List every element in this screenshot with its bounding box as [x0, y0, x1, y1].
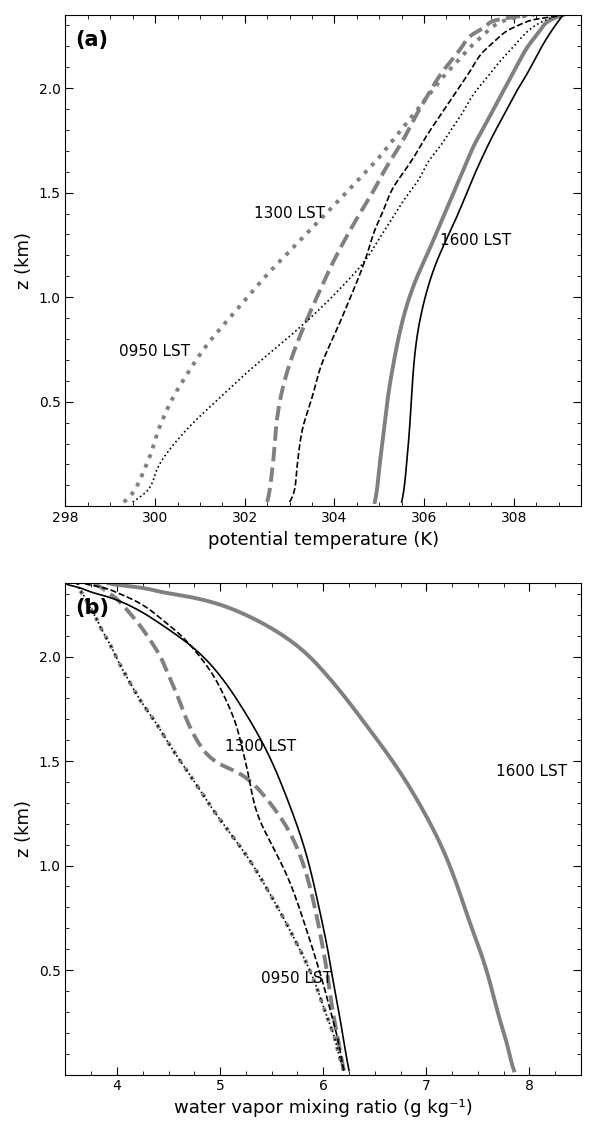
X-axis label: potential temperature (K): potential temperature (K) [207, 531, 439, 549]
Text: 0950 LST: 0950 LST [119, 344, 190, 359]
X-axis label: water vapor mixing ratio (g kg⁻¹): water vapor mixing ratio (g kg⁻¹) [174, 1099, 473, 1117]
Text: 1300 LST: 1300 LST [254, 206, 325, 221]
Text: (a): (a) [76, 29, 108, 50]
Text: 1600 LST: 1600 LST [496, 764, 567, 779]
Text: 0950 LST: 0950 LST [261, 970, 333, 986]
Y-axis label: z (km): z (km) [15, 800, 33, 857]
Text: 1600 LST: 1600 LST [440, 233, 511, 248]
Y-axis label: z (km): z (km) [15, 232, 33, 289]
Text: (b): (b) [76, 598, 110, 618]
Text: 1300 LST: 1300 LST [225, 738, 296, 754]
